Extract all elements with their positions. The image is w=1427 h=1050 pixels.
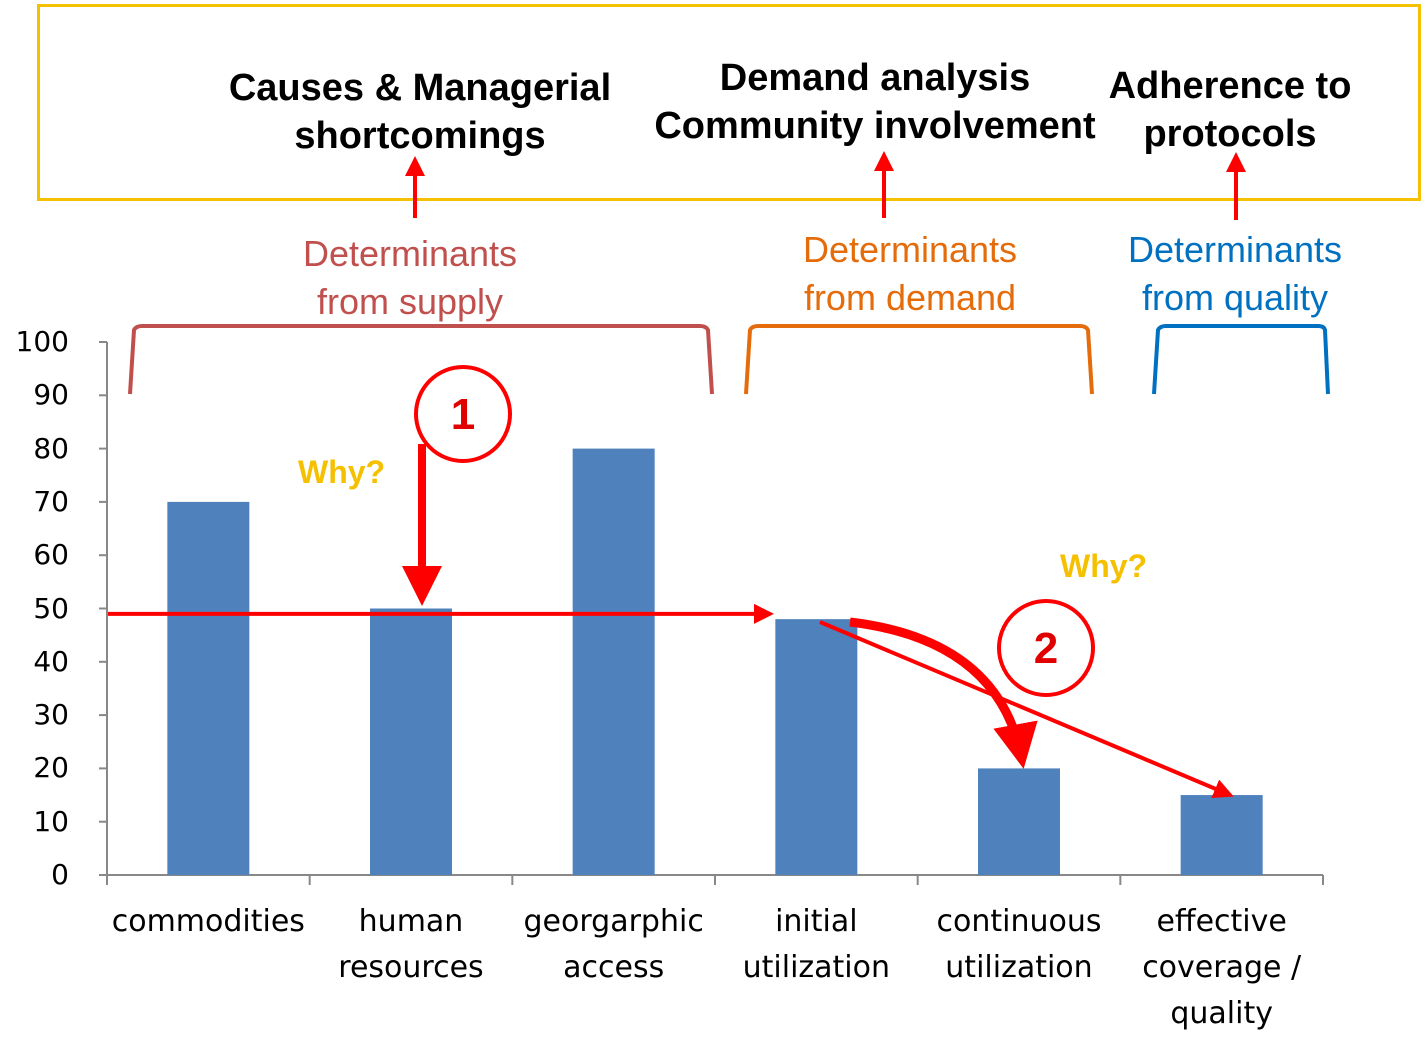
marker-circle-1	[414, 365, 512, 463]
y-tick-label: 90	[33, 378, 69, 412]
marker-circle-2	[997, 599, 1095, 697]
y-tick-label: 80	[33, 431, 69, 465]
why-label-2: Why?	[1060, 548, 1148, 584]
why-label-1: Why?	[298, 454, 386, 490]
x-tick-label: initial utilization	[742, 904, 891, 985]
y-tick-label: 60	[33, 538, 69, 572]
marker-number-1: 1	[450, 390, 476, 439]
brackets-group	[128, 324, 1330, 395]
header-demand: Demand analysis Community involvement	[654, 57, 1096, 147]
bar	[1180, 795, 1263, 875]
bar	[370, 608, 452, 875]
x-tick-label: commodities	[111, 904, 305, 939]
bracket-demand	[744, 324, 1094, 395]
axes-group	[99, 341, 1324, 885]
group-label-demand: Determinants from demand	[802, 229, 1018, 318]
header-supply: Causes & Managerial shortcomings	[228, 67, 612, 157]
bar	[775, 619, 858, 875]
x-tick-label: effective coverage / quality	[1142, 904, 1302, 1031]
y-tick-label: 10	[33, 804, 69, 838]
y-tick-label: 30	[33, 698, 69, 732]
y-tick-label: 100	[15, 325, 69, 358]
arrow-curve-continuous	[849, 617, 1038, 769]
x-tick-label: continuous utilization	[936, 904, 1102, 985]
bar	[572, 448, 655, 875]
x-tick-label: georgarphic access	[523, 904, 704, 985]
bracket-supply	[128, 324, 714, 395]
bar	[978, 768, 1060, 875]
y-tick-label: 20	[33, 751, 69, 785]
header-quality: Adherence to protocols	[1108, 65, 1352, 155]
y-tick-label: 50	[33, 591, 69, 625]
marker-number-2: 2	[1033, 624, 1059, 673]
bars-group	[167, 448, 1263, 875]
y-tick-label: 40	[33, 644, 69, 678]
arrow-diag-effective	[819, 620, 1234, 798]
arrows-group	[108, 151, 1246, 798]
y-tick-label: 0	[51, 858, 69, 891]
group-label-quality: Determinants from quality	[1127, 229, 1343, 318]
y-tick-label: 70	[33, 484, 69, 518]
x-tick-label: human resources	[338, 904, 484, 985]
group-label-supply: Determinants from supply	[302, 233, 518, 322]
header-box	[37, 4, 1421, 201]
bracket-quality	[1152, 324, 1330, 395]
bar	[167, 501, 250, 875]
